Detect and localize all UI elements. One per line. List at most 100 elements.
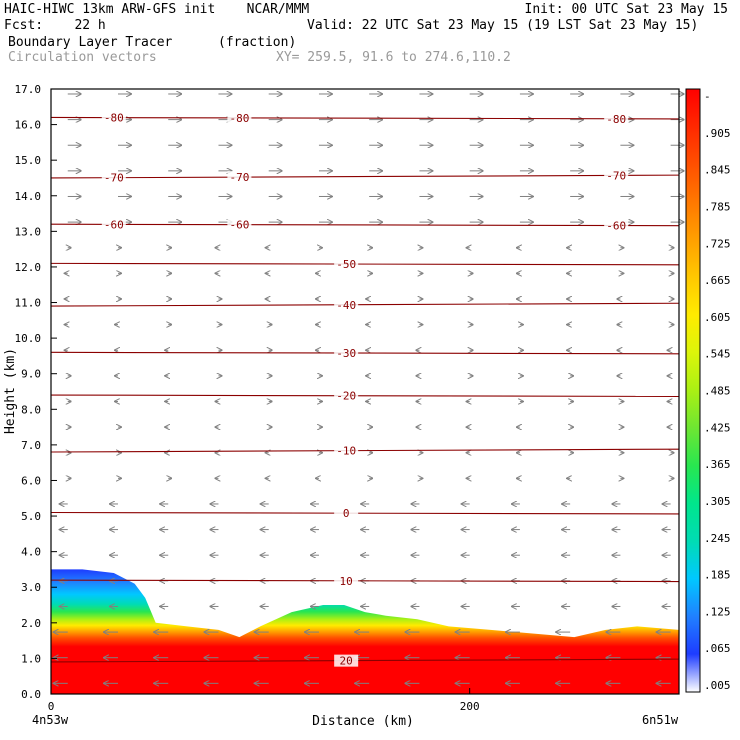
isotherm-label-bg [334,258,359,271]
colorbar-label: .845 [704,164,731,177]
isotherm-label: 20 [340,655,353,668]
isotherm-label: -70 [229,171,249,184]
isotherm-line [50,511,680,515]
y-tick-label: 5.0 [21,510,41,523]
y-tick-label: 2.0 [21,617,41,630]
y-tick-label: 0.0 [21,688,41,701]
field-name: Boundary Layer Tracer [8,35,173,50]
y-tick-label: 11.0 [15,297,42,310]
colorbar-label: .365 [704,458,731,471]
isotherm-line [50,658,680,663]
xy-range: XY= 259.5, 91.6 to 274.6,110.2 [276,50,511,65]
y-tick-label: 12.0 [15,261,42,274]
isotherm-label-bg [604,112,629,125]
isotherm-line [50,174,680,179]
y-tick-label: 13.0 [15,225,42,238]
y-tick-label: 16.0 [15,119,42,132]
isotherm-label: -60 [606,220,626,233]
isotherm-line [50,223,680,227]
colorbar-label: .065 [704,642,731,655]
init-time: Init: 00 UTC Sat 23 May 15 [524,2,729,17]
colorbar-label: .305 [704,495,731,508]
colorbar-label: .185 [704,569,731,582]
y-tick-label: 3.0 [21,581,41,594]
y-tick-label: 7.0 [21,439,41,452]
y-tick-label: 6.0 [21,474,41,487]
isotherm-line [50,351,680,355]
isotherm-label: -80 [104,112,124,125]
isotherm-line [50,116,680,120]
colorbar-label: - [704,90,711,103]
isotherm-label: -80 [229,112,249,125]
isotherm-label-bg [227,218,252,231]
colorbar-label: .545 [704,348,731,361]
isotherm-label: -70 [606,169,626,182]
y-tick-label: 15.0 [15,154,42,167]
isotherm-label: -60 [104,218,124,231]
x-tick-label: 0 [48,700,55,713]
y-axis-label: Height (km) [3,348,18,434]
colorbar-label: .485 [704,385,731,398]
isotherm-label-bg [604,169,629,182]
isotherm-label: 0 [343,507,350,520]
colorbar-label: .905 [704,127,731,140]
x-tick-label: 200 [460,700,480,713]
isotherm-line [50,262,680,266]
isotherm-line [50,579,680,583]
x-left-endpoint: 4n53w [32,713,69,727]
colorbar-label: .665 [704,274,731,287]
colorbar: .005 .065 .125 .185 .245 .305 .365 .425 .485 .545… [685,88,731,693]
field-unit: (fraction) [218,35,297,50]
tracer-high-band [51,647,679,694]
y-tick-label: 17.0 [15,83,42,96]
isotherm-label: -30 [336,347,356,360]
colorbar-label: .005 [704,679,731,692]
isotherm-label-bg [227,111,252,124]
colorbar-label: .605 [704,311,731,324]
y-tick-label: 14.0 [15,190,42,203]
x-axis-label: Distance (km) [312,714,414,729]
isotherm-label: -10 [336,445,356,458]
y-tick-label: 9.0 [21,368,41,381]
isotherm-label-bg [604,219,629,232]
y-tick-label: 8.0 [21,403,41,416]
isotherm-label-bg [334,507,359,520]
y-tick-label: 10.0 [15,332,42,345]
isotherm-line [50,448,680,453]
valid-time: Valid: 22 UTC Sat 23 May 15 (19 LST Sat … [307,18,699,33]
isotherm-label: -40 [336,299,356,312]
plot-frame [50,88,680,695]
isotherm-label-bg [334,347,359,360]
y-tick-label: 4.0 [21,546,41,559]
isotherm-label: 10 [340,575,353,588]
isotherm-label-bg [227,171,252,184]
axes: 0.0 1.0 2.0 3.0 4.0 5.0 6.0 7.0 8.0 9.0 10.0 11.0 12… [15,83,480,713]
isotherm-label-bg [101,218,126,231]
isotherm-label-bg [334,444,359,457]
temperature-contours: 20 10 0 -10 -20 -30 -40 -50 -60 -60 -60 -70 -70 -70 -8… [50,111,680,668]
isotherm-label: -60 [229,219,249,232]
isotherm-label: -80 [606,113,626,126]
isotherm-label-bg [101,111,126,124]
isotherm-line [50,394,680,398]
colorbar-label: .125 [704,605,731,618]
isotherm-label: -20 [336,390,356,403]
isotherm-line [50,302,680,307]
colorbar-label: .245 [704,532,731,545]
model-title: HAIC-HIWC 13km ARW-GFS init NCAR/MMM [4,2,310,17]
circulation-vectors [54,94,684,683]
colorbar-gradient [685,88,701,693]
isotherm-label-bg [334,574,359,587]
forecast-hour: Fcst: 22 h [4,18,106,33]
isotherm-label-bg [334,389,359,402]
y-tick-label: 1.0 [21,652,41,665]
isotherm-label-bg [101,171,126,184]
isotherm-label-bg [334,654,359,667]
isotherm-label-bg [334,298,359,311]
x-right-endpoint: 6n51w [642,713,679,727]
colorbar-label: .425 [704,421,731,434]
isotherm-label: -50 [336,258,356,271]
isotherm-label: -70 [104,172,124,185]
colorbar-label: .785 [704,200,731,213]
